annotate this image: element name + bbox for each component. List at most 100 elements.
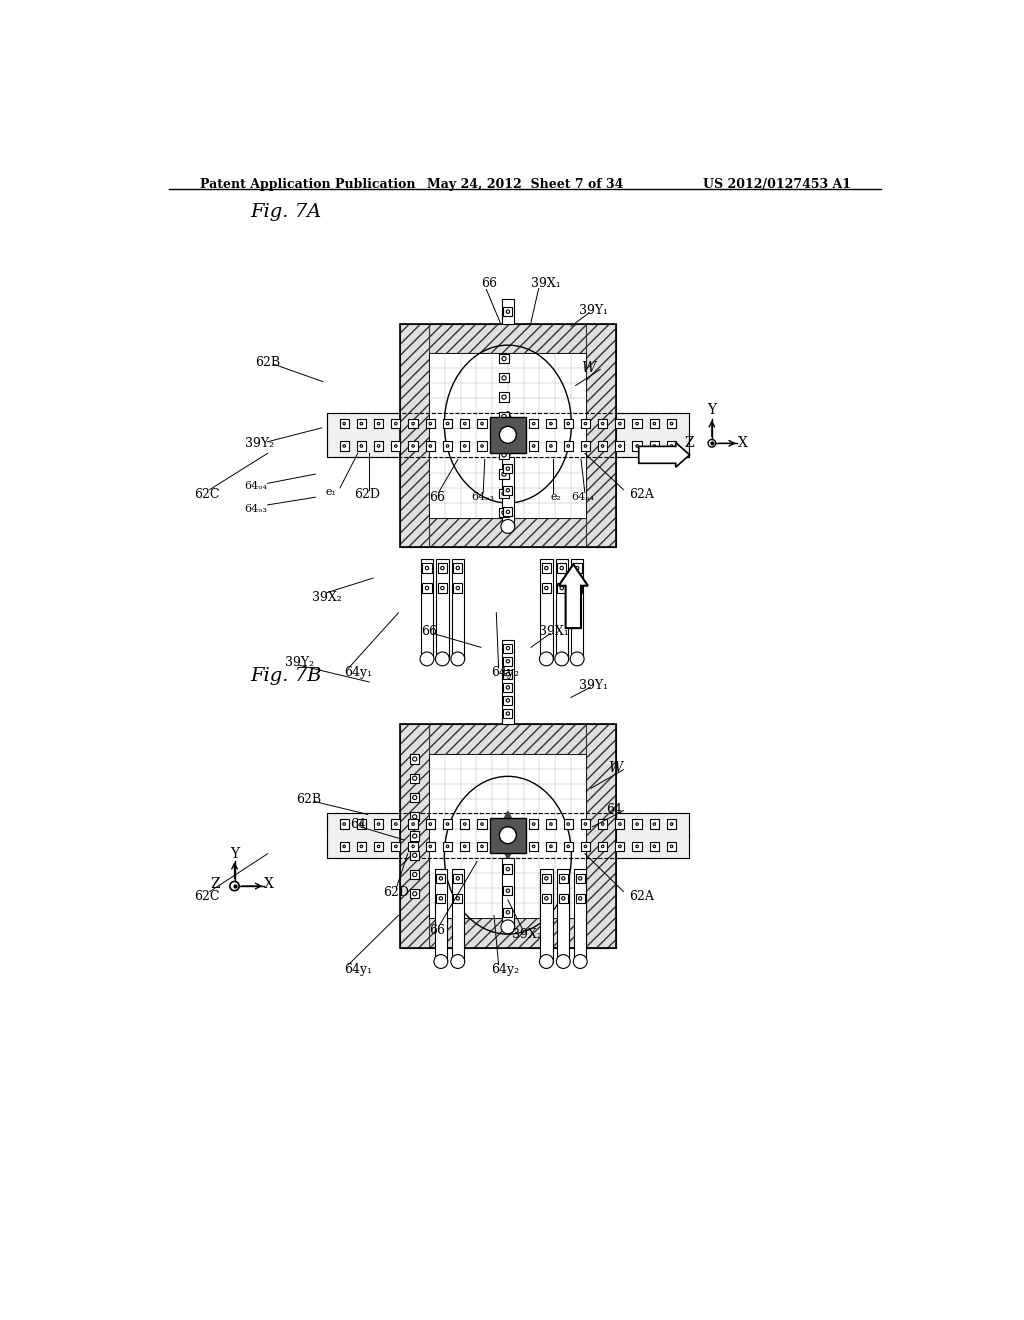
Circle shape [579, 896, 582, 900]
Circle shape [425, 566, 429, 570]
Circle shape [506, 698, 510, 702]
Circle shape [618, 822, 622, 825]
Circle shape [618, 422, 622, 425]
Circle shape [561, 876, 565, 880]
Circle shape [567, 445, 569, 447]
Text: May 24, 2012  Sheet 7 of 34: May 24, 2012 Sheet 7 of 34 [427, 178, 623, 190]
Bar [421, 558, 433, 659]
Circle shape [440, 566, 444, 570]
Bar [542, 894, 551, 903]
Text: 62B: 62B [255, 356, 281, 370]
Circle shape [412, 845, 415, 847]
Bar [542, 583, 551, 593]
Bar [438, 583, 447, 593]
Bar [436, 874, 445, 883]
Bar [502, 457, 514, 527]
Circle shape [502, 414, 506, 418]
Bar [410, 812, 419, 821]
Bar [400, 323, 429, 548]
Bar [410, 832, 419, 841]
Circle shape [429, 445, 431, 447]
Circle shape [671, 445, 673, 447]
Bar [633, 441, 642, 450]
Bar [500, 508, 509, 517]
Circle shape [501, 520, 515, 533]
Circle shape [515, 445, 518, 447]
Circle shape [343, 845, 345, 847]
Circle shape [412, 822, 415, 825]
Circle shape [567, 845, 569, 847]
Bar [512, 842, 521, 851]
Circle shape [377, 445, 380, 447]
Circle shape [446, 822, 449, 825]
Text: 64ₐ₄: 64ₐ₄ [571, 492, 594, 502]
Circle shape [545, 896, 548, 900]
Circle shape [440, 586, 444, 590]
Bar [587, 725, 615, 948]
Circle shape [653, 822, 655, 825]
Circle shape [343, 422, 345, 425]
Circle shape [502, 433, 506, 438]
Bar [438, 564, 447, 573]
Circle shape [502, 511, 506, 515]
Bar [436, 558, 449, 659]
Bar [426, 842, 435, 851]
Text: 39X₂: 39X₂ [512, 928, 542, 941]
Text: 39X₁: 39X₁ [531, 277, 561, 290]
Bar [327, 813, 689, 858]
Bar [391, 820, 400, 829]
Bar [587, 323, 615, 548]
Text: Fig. 7A: Fig. 7A [250, 203, 322, 222]
Bar [667, 418, 676, 428]
Circle shape [532, 822, 535, 825]
Circle shape [502, 473, 506, 477]
Circle shape [343, 822, 345, 825]
Bar [410, 755, 419, 763]
Circle shape [671, 422, 673, 425]
Bar [374, 441, 383, 450]
Circle shape [506, 647, 510, 649]
Bar [410, 774, 419, 783]
Circle shape [446, 845, 449, 847]
Bar [410, 793, 419, 803]
Bar [426, 820, 435, 829]
Bar [426, 418, 435, 428]
Bar [502, 300, 514, 323]
Circle shape [601, 845, 604, 847]
Circle shape [343, 445, 345, 447]
Bar [512, 820, 521, 829]
Bar [409, 842, 418, 851]
Bar [477, 842, 486, 851]
Bar [542, 564, 551, 573]
Circle shape [515, 422, 518, 425]
Circle shape [506, 673, 510, 676]
Circle shape [545, 566, 548, 570]
Text: Fig. 7B: Fig. 7B [250, 667, 322, 685]
Circle shape [456, 876, 460, 880]
Bar [327, 813, 689, 858]
Bar [436, 894, 445, 903]
Circle shape [556, 954, 570, 969]
Bar [500, 470, 509, 479]
Bar [547, 820, 556, 829]
Bar [500, 354, 509, 363]
Circle shape [550, 822, 552, 825]
Text: 39Y₂: 39Y₂ [245, 437, 273, 450]
Circle shape [434, 954, 447, 969]
Bar [557, 869, 569, 961]
Bar [667, 441, 676, 450]
Bar [426, 441, 435, 450]
Bar [574, 869, 587, 961]
Bar [460, 441, 469, 450]
Circle shape [413, 756, 417, 762]
Bar [327, 413, 689, 457]
Bar [581, 842, 590, 851]
Bar [454, 874, 463, 883]
Circle shape [570, 652, 584, 665]
Circle shape [653, 445, 655, 447]
Bar [374, 418, 383, 428]
Bar [598, 842, 607, 851]
Circle shape [446, 422, 449, 425]
Text: 64: 64 [350, 818, 366, 832]
Bar [500, 392, 509, 401]
